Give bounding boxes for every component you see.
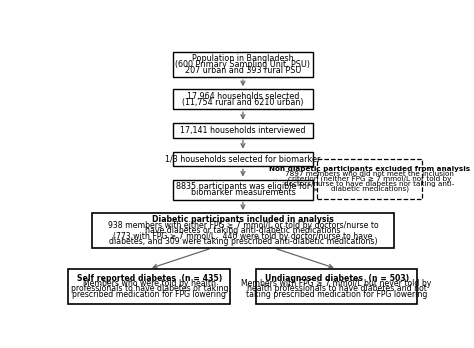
Text: 7897 members who did not meet the inclusion: 7897 members who did not meet the inclus… xyxy=(285,171,454,177)
Text: (773 with FPG ≥ 7 mmol/L,  440 were told by doctor/nurse to have: (773 with FPG ≥ 7 mmol/L, 440 were told … xyxy=(113,231,373,240)
Text: Members who were told by health: Members who were told by health xyxy=(83,279,216,288)
Text: (600 Primary Sampling Unit, PSU): (600 Primary Sampling Unit, PSU) xyxy=(175,60,310,69)
FancyBboxPatch shape xyxy=(173,52,313,77)
FancyBboxPatch shape xyxy=(173,123,313,137)
FancyBboxPatch shape xyxy=(317,159,422,199)
Text: 1/3 households selected for biomarker: 1/3 households selected for biomarker xyxy=(165,155,320,164)
FancyBboxPatch shape xyxy=(173,89,313,109)
Text: 17,964 households selected: 17,964 households selected xyxy=(187,92,299,101)
Text: 17,141 households interviewed: 17,141 households interviewed xyxy=(180,126,306,135)
Text: doctors/nurse to have diabetes nor taking anti-: doctors/nurse to have diabetes nor takin… xyxy=(284,181,455,187)
Text: biomarker measurements: biomarker measurements xyxy=(191,188,295,197)
Text: 207 urban and 393 rural PSU: 207 urban and 393 rural PSU xyxy=(185,66,301,74)
FancyBboxPatch shape xyxy=(173,152,313,166)
Text: have diabetes or taking anti-diabetic medications: have diabetes or taking anti-diabetic me… xyxy=(145,226,341,235)
Text: professionals to have diabetes or taking: professionals to have diabetes or taking xyxy=(71,284,228,293)
Text: prescribed medication for FPG lowering: prescribed medication for FPG lowering xyxy=(72,290,226,299)
Text: Population in Bangladesh: Population in Bangladesh xyxy=(192,54,294,63)
Text: taking prescribed medication for FPG lowering: taking prescribed medication for FPG low… xyxy=(246,290,427,299)
FancyBboxPatch shape xyxy=(256,269,418,303)
FancyBboxPatch shape xyxy=(173,180,313,200)
FancyBboxPatch shape xyxy=(92,213,393,248)
Text: (11,754 rural and 6210 urban): (11,754 rural and 6210 urban) xyxy=(182,98,304,107)
Text: 938 members with either FPG ≥ 7 mmol/L or told by doctors/nurse to: 938 members with either FPG ≥ 7 mmol/L o… xyxy=(108,221,378,230)
Text: Non diabetic participants excluded from analysis: Non diabetic participants excluded from … xyxy=(269,166,470,172)
Text: Members with FPG ≥ 7 mmol/L but never told by: Members with FPG ≥ 7 mmol/L but never to… xyxy=(241,279,432,288)
Text: criterion (neither FPG ≥ 7 mmol/L nor told by: criterion (neither FPG ≥ 7 mmol/L nor to… xyxy=(288,176,451,182)
Text: health professionals to have diabetes and not: health professionals to have diabetes an… xyxy=(246,284,427,293)
Text: diabetes, and 309 were taking prescribed anti-diabetic medications): diabetes, and 309 were taking prescribed… xyxy=(109,237,377,246)
Text: Diabetic participants included in analysis: Diabetic participants included in analys… xyxy=(152,215,334,224)
Text: Self reported diabetes  (n = 435): Self reported diabetes (n = 435) xyxy=(77,274,222,283)
Text: diabetic medications): diabetic medications) xyxy=(331,186,409,192)
Text: Undiagnosed diabetes  (n = 503): Undiagnosed diabetes (n = 503) xyxy=(264,274,409,283)
Text: 8835 participants was eligible for: 8835 participants was eligible for xyxy=(176,182,310,191)
FancyBboxPatch shape xyxy=(68,269,230,303)
